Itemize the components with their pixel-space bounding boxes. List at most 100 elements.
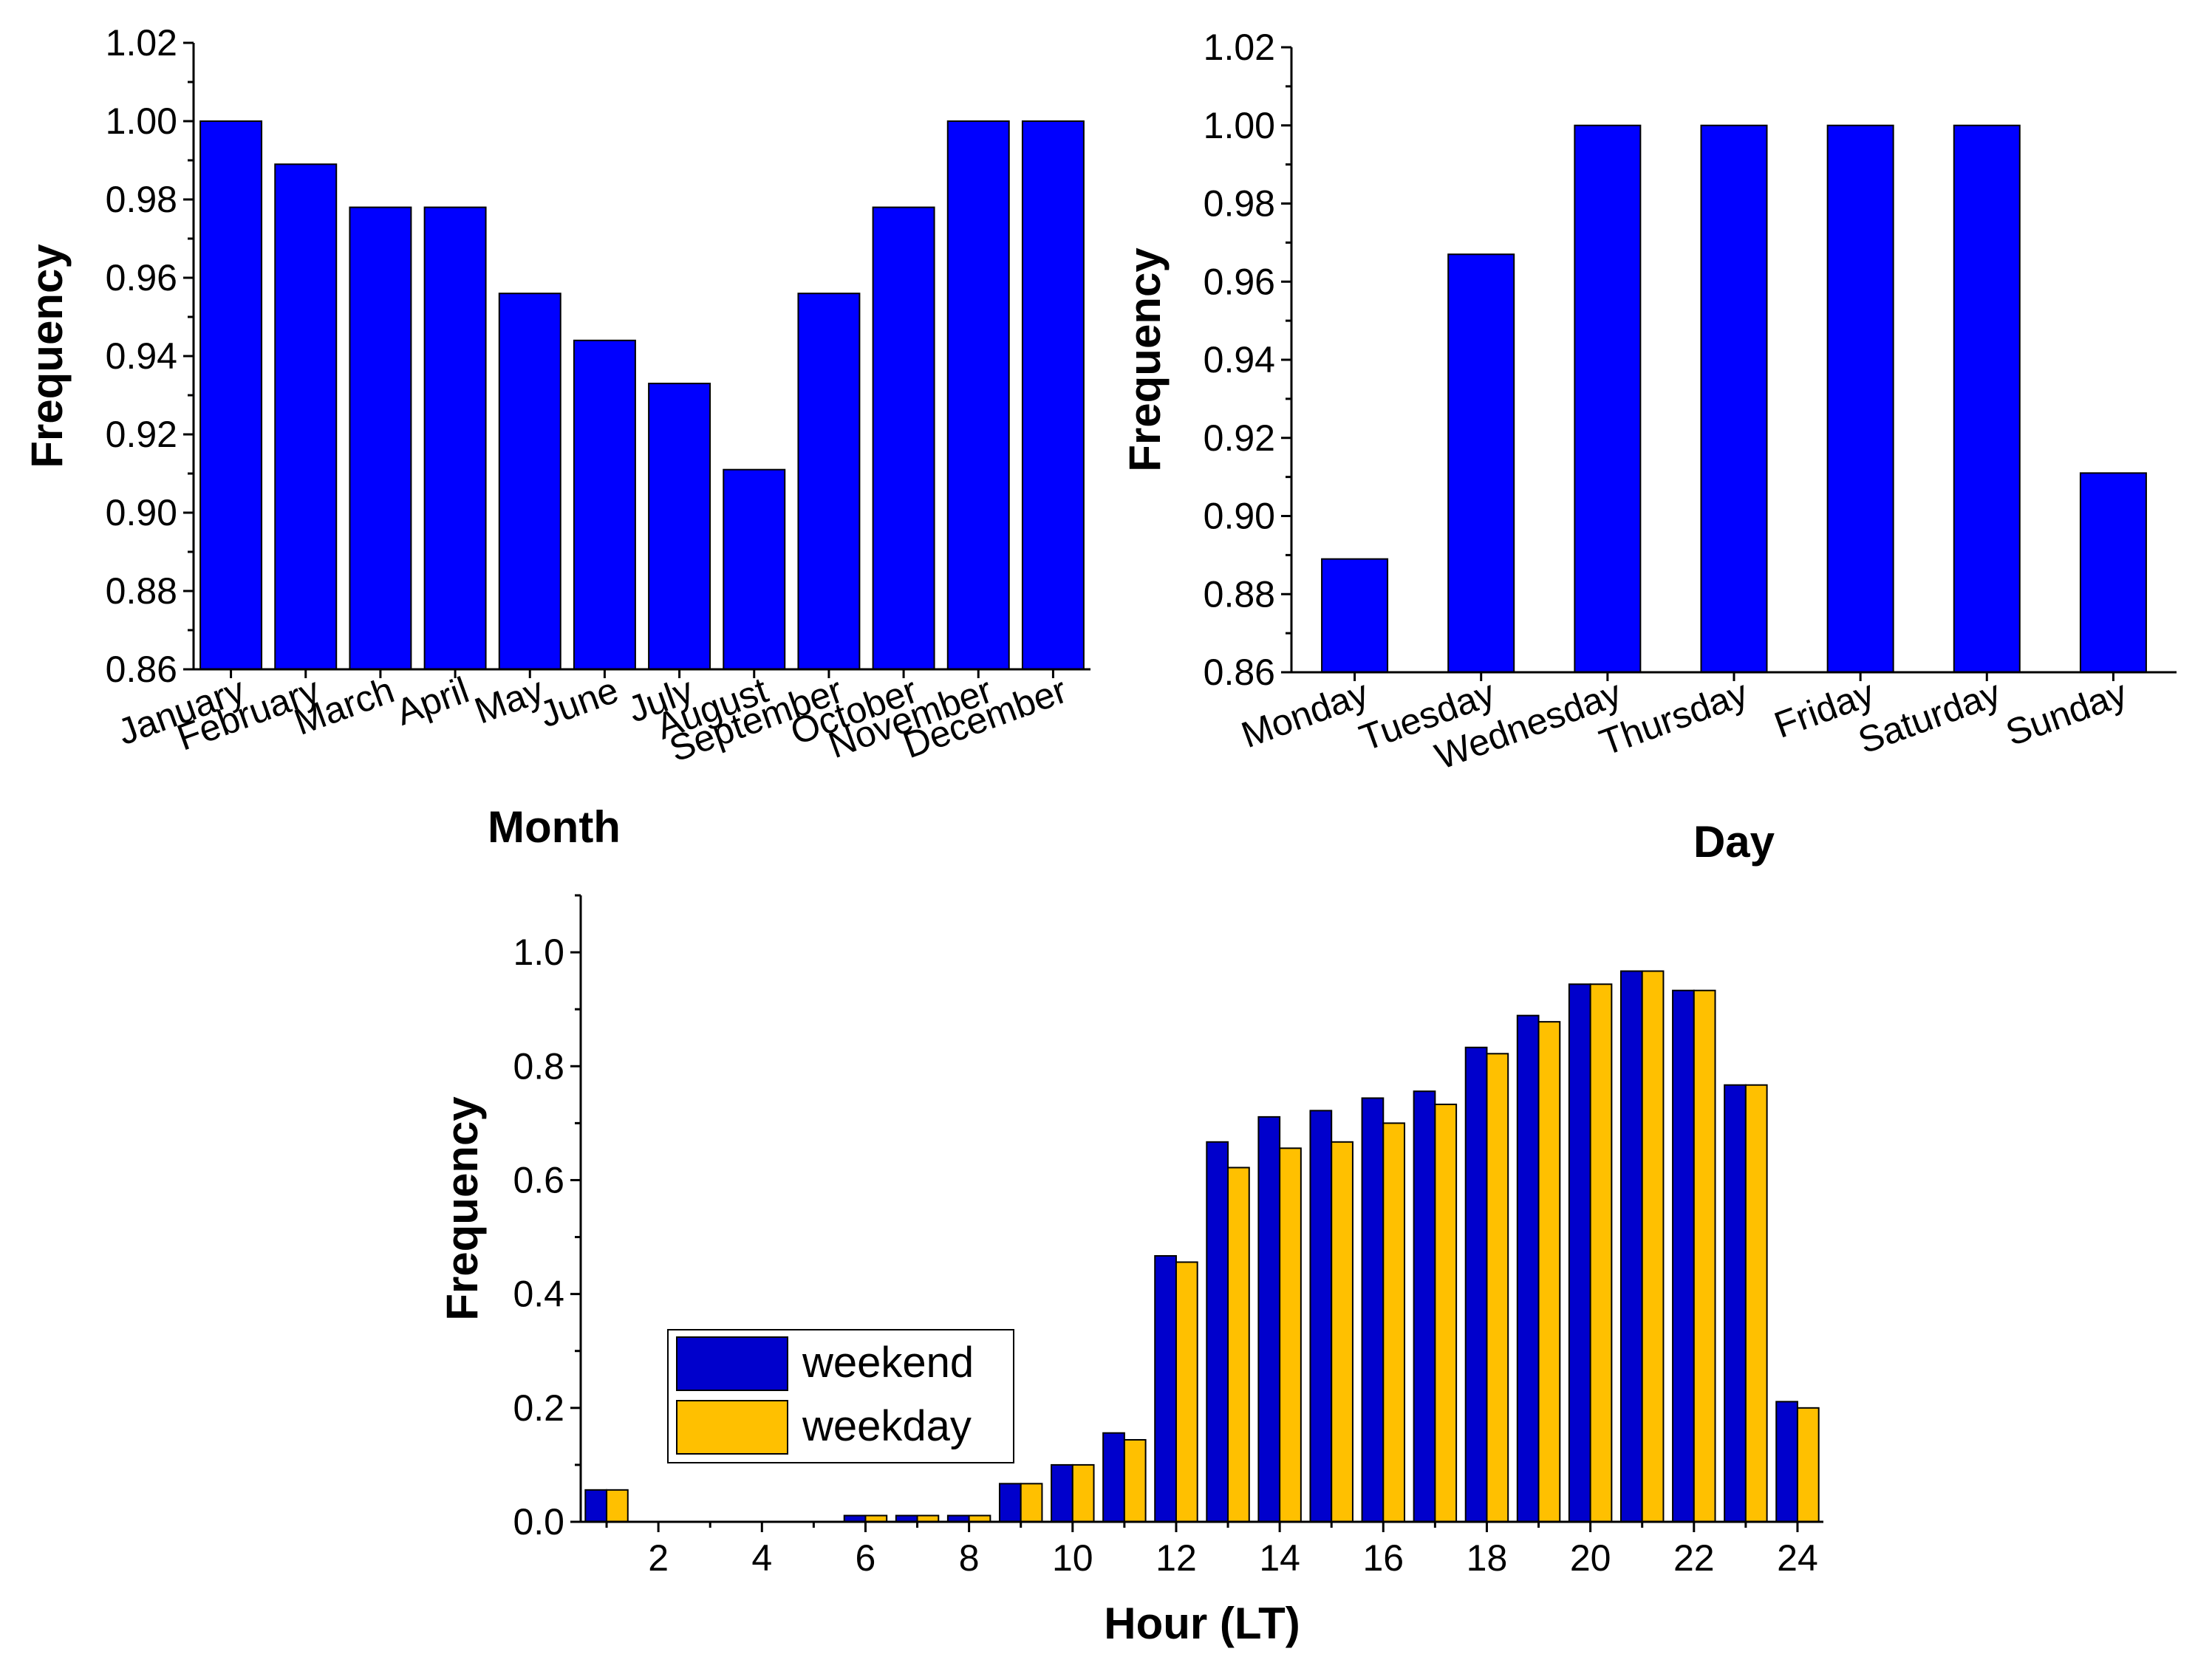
y-tick-label: 0.96 — [106, 257, 177, 298]
y-tick-label: 0.90 — [106, 492, 177, 533]
bar-weekend-hour-16 — [1361, 1097, 1385, 1523]
x-tick-label: 20 — [1570, 1537, 1611, 1579]
y-tick-label: 0.0 — [513, 1501, 564, 1543]
y-tick-label: 0.2 — [513, 1387, 564, 1429]
bar-weekend-hour-9 — [998, 1483, 1022, 1523]
y-tick-label: 0.92 — [106, 414, 177, 455]
bar-weekday-hour-16 — [1382, 1122, 1406, 1523]
bar-monday — [1321, 558, 1389, 673]
x-tick-label-thursday: Thursday — [1594, 672, 1753, 764]
bar-thursday — [1700, 124, 1768, 673]
bar-weekend-hour-14 — [1257, 1116, 1281, 1523]
y-tick-label: 0.98 — [1204, 183, 1275, 225]
bar-march — [349, 206, 412, 671]
y-tick-label: 0.88 — [106, 570, 177, 612]
y-tick-label: 0.86 — [106, 649, 177, 690]
bar-weekday-hour-20 — [1589, 983, 1613, 1523]
y-tick-label: 0.6 — [513, 1159, 564, 1200]
x-tick-label: 4 — [751, 1537, 772, 1579]
bar-october — [872, 206, 935, 671]
bar-weekend-hour-15 — [1309, 1110, 1333, 1523]
bar-weekday-hour-12 — [1175, 1261, 1198, 1523]
bar-january — [199, 120, 263, 670]
y-axis-title: Frequency — [1120, 247, 1170, 472]
bar-saturday — [1953, 124, 2021, 673]
bar-june — [573, 339, 636, 670]
y-tick-label: 1.02 — [106, 22, 177, 64]
bar-weekend-hour-10 — [1051, 1463, 1073, 1523]
bar-weekend-hour-24 — [1775, 1401, 1798, 1523]
y-tick-label: 0.98 — [106, 179, 177, 220]
legend-label-weekday: weekday — [802, 1402, 972, 1450]
legend-swatch-weekend — [676, 1336, 788, 1391]
bar-weekday-hour-1 — [606, 1489, 629, 1523]
legend-swatch-weekday — [676, 1400, 788, 1455]
bar-weekday-hour-14 — [1279, 1147, 1302, 1523]
bar-may — [498, 293, 561, 670]
bar-august — [723, 468, 786, 670]
bar-weekday-hour-10 — [1071, 1463, 1095, 1523]
bar-july — [648, 383, 711, 670]
x-tick-label-saturday: Saturday — [1853, 672, 2006, 762]
x-tick-label: 18 — [1467, 1537, 1508, 1579]
bar-april — [423, 206, 487, 671]
y-tick-label: 0.94 — [1204, 339, 1275, 380]
bar-weekend-hour-17 — [1413, 1090, 1436, 1523]
y-tick-label: 0.88 — [1204, 573, 1275, 615]
x-tick-label: 8 — [959, 1537, 980, 1579]
day-chart: 0.860.880.900.920.940.960.981.001.02Mond… — [1120, 27, 2177, 867]
bar-weekend-hour-19 — [1516, 1014, 1540, 1523]
bar-wednesday — [1574, 124, 1642, 673]
y-tick-label: 0.8 — [513, 1045, 564, 1087]
bar-weekday-hour-11 — [1123, 1438, 1147, 1523]
x-tick-label-sunday: Sunday — [2001, 672, 2133, 754]
x-axis-title: Day — [1693, 817, 1775, 867]
y-tick-label: 1.00 — [106, 100, 177, 142]
x-tick-label: 24 — [1777, 1537, 1818, 1579]
y-tick-label: 1.0 — [513, 932, 564, 973]
x-tick-label: 6 — [856, 1537, 876, 1579]
x-tick-label: 2 — [648, 1537, 669, 1579]
bar-weekend-hour-20 — [1568, 983, 1591, 1523]
bar-tuesday — [1447, 253, 1515, 673]
bar-sunday — [2079, 472, 2147, 674]
legend-label-weekend: weekend — [802, 1339, 974, 1387]
bar-weekday-hour-15 — [1331, 1141, 1354, 1523]
bar-weekend-hour-22 — [1672, 989, 1695, 1523]
bar-weekday-hour-24 — [1796, 1407, 1820, 1523]
y-tick-label: 1.02 — [1204, 27, 1275, 68]
bar-weekend-hour-12 — [1154, 1254, 1177, 1523]
y-tick-label: 0.94 — [106, 335, 177, 377]
bar-november — [946, 120, 1010, 670]
bar-weekday-hour-9 — [1020, 1483, 1043, 1523]
bar-weekday-hour-22 — [1693, 989, 1716, 1523]
bar-weekday-hour-19 — [1537, 1021, 1561, 1523]
x-tick-label: 22 — [1673, 1537, 1715, 1579]
bar-friday — [1826, 124, 1894, 673]
x-tick-label: 14 — [1259, 1537, 1300, 1579]
bar-weekend-hour-11 — [1102, 1432, 1125, 1523]
x-axis-title: Month — [488, 802, 621, 852]
bar-september — [797, 293, 861, 670]
y-tick-label: 1.00 — [1204, 105, 1275, 146]
y-tick-label: 0.4 — [513, 1274, 564, 1315]
x-axis-title: Hour (LT) — [1104, 1599, 1300, 1648]
legend: weekend weekday — [667, 1329, 1014, 1463]
bar-weekend-hour-23 — [1724, 1084, 1747, 1523]
x-tick-label-june: June — [534, 669, 624, 736]
bar-weekend-hour-13 — [1206, 1141, 1229, 1523]
x-tick-label: 10 — [1052, 1537, 1093, 1579]
x-tick-label: 16 — [1362, 1537, 1404, 1579]
bar-weekend-hour-18 — [1464, 1046, 1488, 1523]
bar-weekday-hour-23 — [1744, 1084, 1768, 1523]
bar-weekend-hour-21 — [1619, 970, 1643, 1523]
bar-february — [274, 163, 338, 671]
y-tick-label: 0.96 — [1204, 261, 1275, 302]
y-tick-label: 0.92 — [1204, 417, 1275, 459]
y-axis-title: Frequency — [437, 1096, 487, 1321]
bar-weekend-hour-1 — [584, 1489, 608, 1523]
y-tick-label: 0.86 — [1204, 652, 1275, 693]
hour-chart: 0.00.20.40.60.81.02 4 6 8 10 12 14 16 18 20 22 24Ho… — [437, 894, 1823, 1648]
bar-weekday-hour-17 — [1434, 1103, 1458, 1523]
